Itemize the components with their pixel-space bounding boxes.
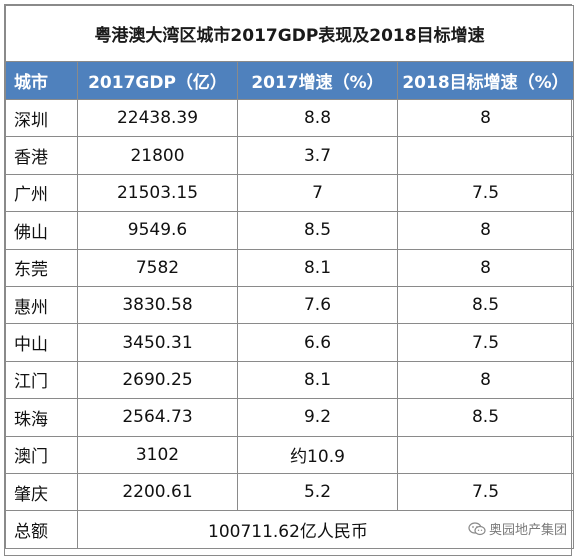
city-cell: 广州 [5,173,78,213]
total-value-cell: 100711.62亿人民币 奥园地产集团 [76,510,575,550]
gdp-cell: 2690.25 [77,360,238,400]
growth-2017-cell: 8.5 [237,211,398,250]
target-2018-cell: 7.5 [396,323,575,362]
gdp-table: 粤港澳大湾区城市2017GDP表现及2018目标增速 城市 2017GDP（亿）… [4,5,575,550]
growth-2017-cell: 8.1 [237,360,398,400]
table-row: 珠海 2564.73 9.2 8.5 [5,398,575,437]
growth-2017-cell: 7.6 [237,285,398,325]
growth-2017-cell: 8.1 [237,248,398,287]
table-row: 东莞 7582 8.1 8 [5,248,575,287]
gdp-cell: 21800 [77,136,238,175]
total-label: 总额 [5,510,78,550]
table-row: 澳门 3102 约10.9 [5,435,575,474]
city-cell: 中山 [5,323,78,362]
column-header-city: 城市 [5,61,78,100]
gdp-cell: 2564.73 [77,398,238,437]
city-cell: 惠州 [5,285,78,325]
watermark: 奥园地产集团 [468,519,567,538]
gdp-cell: 21503.15 [77,173,238,213]
column-header-gdp: 2017GDP（亿） [77,61,238,100]
growth-2017-cell: 8.8 [237,98,398,138]
growth-2017-cell: 6.6 [237,323,398,362]
table-row: 深圳 22438.39 8.8 8 [5,98,575,138]
total-value: 100711.62亿人民币 [208,522,368,543]
table-row: 佛山 9549.6 8.5 8 [5,211,575,250]
gdp-cell: 3450.31 [77,323,238,362]
table-body: 深圳 22438.39 8.8 8 香港 21800 3.7 广州 21503.… [5,98,575,550]
growth-2017-cell: 5.2 [237,472,398,512]
city-cell: 江门 [5,360,78,400]
city-cell: 澳门 [5,435,78,474]
table-title: 粤港澳大湾区城市2017GDP表现及2018目标增速 [4,5,575,62]
target-2018-cell [396,136,575,175]
table-row: 中山 3450.31 6.6 7.5 [5,323,575,362]
gdp-cell: 7582 [77,248,238,287]
target-2018-cell: 7.5 [396,472,575,512]
target-2018-cell [396,435,575,474]
city-cell: 珠海 [5,398,78,437]
growth-2017-cell: 约10.9 [237,435,398,474]
gdp-cell: 2200.61 [77,472,238,512]
table-row: 广州 21503.15 7 7.5 [5,173,575,213]
city-cell: 肇庆 [5,472,78,512]
city-cell: 深圳 [5,98,78,138]
gdp-table-frame: 粤港澳大湾区城市2017GDP表现及2018目标增速 城市 2017GDP（亿）… [4,4,575,556]
city-cell: 佛山 [5,211,78,250]
column-header-target-2018: 2018目标增速（%） [396,61,575,100]
gdp-cell: 3830.58 [77,285,238,325]
table-row: 香港 21800 3.7 [5,136,575,175]
growth-2017-cell: 9.2 [237,398,398,437]
target-2018-cell: 8 [396,360,575,400]
header-row: 城市 2017GDP（亿） 2017增速（%） 2018目标增速（%） [5,61,575,100]
gdp-cell: 22438.39 [77,98,238,138]
table-row: 肇庆 2200.61 5.2 7.5 [5,472,575,512]
target-2018-cell: 8 [396,248,575,287]
gdp-cell: 9549.6 [77,211,238,250]
target-2018-cell: 8 [396,98,575,138]
growth-2017-cell: 7 [237,173,398,213]
table-row: 惠州 3830.58 7.6 8.5 [5,285,575,325]
target-2018-cell: 7.5 [396,173,575,213]
city-cell: 东莞 [5,248,78,287]
total-row: 总额 100711.62亿人民币 奥园地产集团 [5,510,575,550]
target-2018-cell: 8.5 [396,398,575,437]
gdp-cell: 3102 [77,435,238,474]
city-cell: 香港 [5,136,78,175]
table-row: 江门 2690.25 8.1 8 [5,360,575,400]
column-header-growth-2017: 2017增速（%） [237,61,398,100]
watermark-text: 奥园地产集团 [489,523,568,539]
wechat-icon [468,522,486,535]
growth-2017-cell: 3.7 [237,136,398,175]
target-2018-cell: 8.5 [396,285,575,325]
target-2018-cell: 8 [396,211,575,250]
